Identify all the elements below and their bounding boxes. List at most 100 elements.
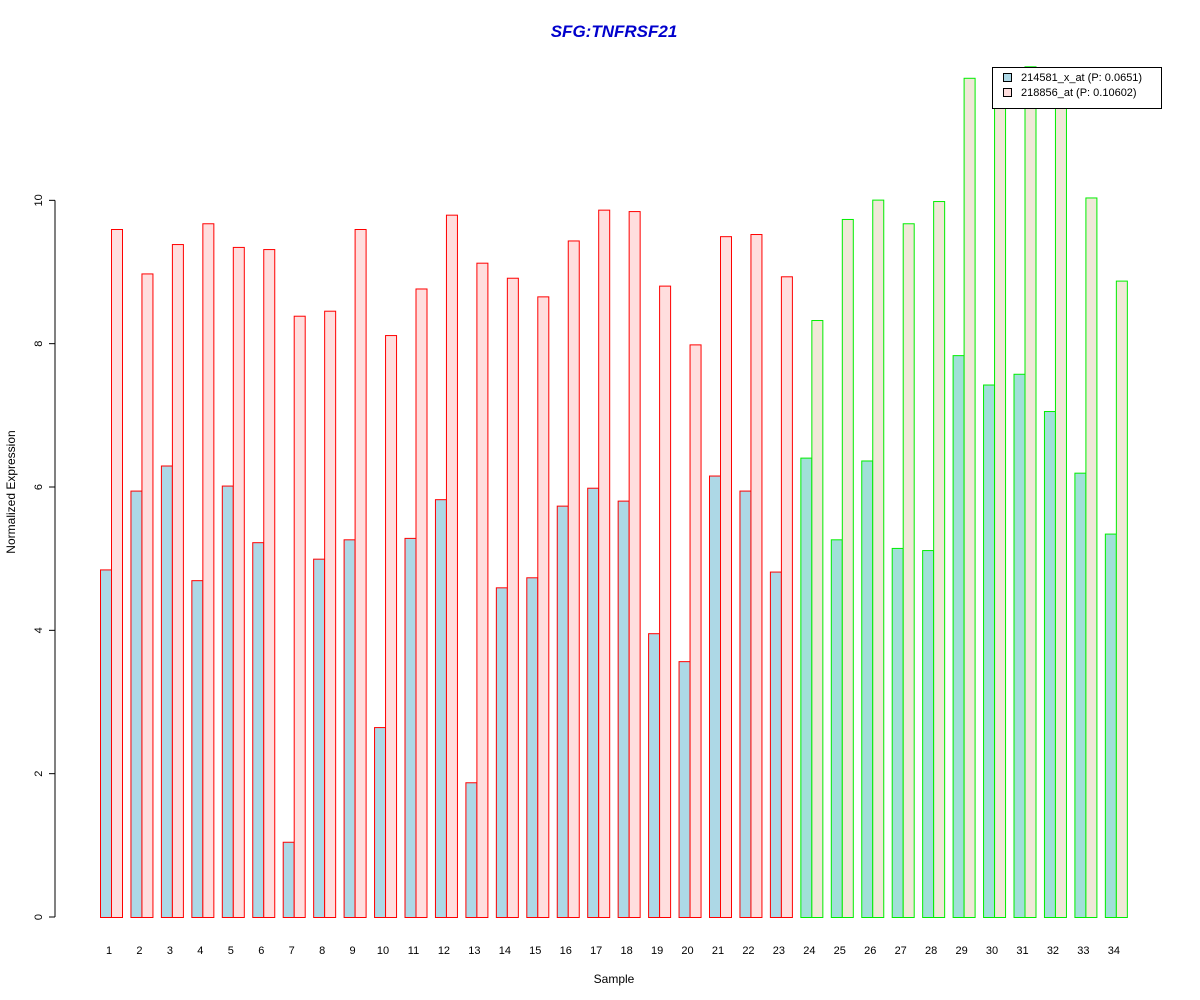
x-tick-label: 26 xyxy=(864,945,876,957)
legend-box xyxy=(992,67,1162,109)
bar-series-2 xyxy=(1085,197,1098,918)
bar-series-1 xyxy=(130,490,143,918)
bar-series-1 xyxy=(191,580,204,919)
legend-swatch xyxy=(1003,73,1012,82)
bar-series-1 xyxy=(343,539,356,918)
y-tick-label: 10 xyxy=(33,194,45,206)
x-tick-label: 14 xyxy=(499,945,511,957)
bar-series-2 xyxy=(689,344,702,918)
bar-series-1 xyxy=(313,558,326,919)
bar-series-1 xyxy=(556,505,569,918)
bar-series-2 xyxy=(567,240,580,918)
bar-series-2 xyxy=(385,335,398,919)
x-tick-label: 5 xyxy=(228,945,234,957)
bar-series-2 xyxy=(1024,66,1037,919)
x-tick-label: 20 xyxy=(681,945,693,957)
x-tick-label: 13 xyxy=(468,945,480,957)
x-tick-label: 27 xyxy=(895,945,907,957)
x-tick-label: 7 xyxy=(289,945,295,957)
bar-series-1 xyxy=(1104,533,1117,918)
bar-series-2 xyxy=(141,273,154,918)
bar-series-1 xyxy=(1013,373,1026,918)
bar-series-1 xyxy=(891,547,904,919)
legend-swatch xyxy=(1003,88,1012,97)
bar-series-1 xyxy=(282,841,295,918)
bar-series-2 xyxy=(628,211,641,919)
x-tick-label: 2 xyxy=(136,945,142,957)
bar-series-1 xyxy=(861,460,874,918)
x-tick-label: 32 xyxy=(1047,945,1059,957)
bar-series-2 xyxy=(445,214,458,918)
bar-series-2 xyxy=(811,320,824,918)
bar-series-1 xyxy=(769,571,782,918)
x-tick-label: 25 xyxy=(834,945,846,957)
bar-series-1 xyxy=(830,539,843,918)
legend: 214581_x_at (P: 0.0651) 218856_at (P: 0.1… xyxy=(992,67,1162,109)
bar-series-2 xyxy=(872,199,885,919)
bar-series-1 xyxy=(709,475,721,918)
x-tick-label: 28 xyxy=(925,945,937,957)
bar-series-1 xyxy=(800,457,813,918)
y-axis: 0 2 4 6 8 10 xyxy=(33,194,56,920)
bar-series-2 xyxy=(415,288,428,918)
bar-series-2 xyxy=(720,236,732,918)
bar-series-1 xyxy=(434,499,447,918)
chart-title: SFG:TNFRSF21 xyxy=(551,22,678,41)
bar-series-2 xyxy=(780,276,793,918)
x-tick-label: 3 xyxy=(167,945,173,957)
x-tick-label: 29 xyxy=(955,945,967,957)
bar-series-1 xyxy=(952,355,965,918)
x-tick-label: 19 xyxy=(651,945,663,957)
x-tick-label: 8 xyxy=(319,945,325,957)
bar-series-2 xyxy=(598,209,611,918)
y-tick-label: 8 xyxy=(33,341,45,347)
bar-series-1 xyxy=(678,661,691,919)
bar-series-2 xyxy=(994,72,1007,919)
bar-series-2 xyxy=(354,229,367,918)
x-tick-label: 10 xyxy=(377,945,389,957)
x-tick-label: 15 xyxy=(529,945,541,957)
bar-series-1 xyxy=(221,485,234,918)
bar-series-2 xyxy=(933,201,946,919)
x-tick-label: 23 xyxy=(773,945,785,957)
legend-label: 218856_at (P: 0.10602) xyxy=(1021,87,1137,99)
bar-series-1 xyxy=(587,487,600,918)
bar-series-2 xyxy=(293,315,306,918)
y-tick-label: 6 xyxy=(33,484,45,490)
x-tick-label: 22 xyxy=(742,945,754,957)
bar-series-1 xyxy=(983,384,996,918)
x-tick-label: 12 xyxy=(438,945,450,957)
x-tick-label: 34 xyxy=(1108,945,1120,957)
bar-series-1 xyxy=(617,500,630,918)
x-tick-label: 24 xyxy=(803,945,815,957)
bar-series-1 xyxy=(1043,411,1056,918)
bar-series-2 xyxy=(232,246,245,918)
bar-series-1 xyxy=(739,490,752,918)
bar-series-1 xyxy=(374,727,387,918)
x-tick-label: 16 xyxy=(560,945,572,957)
x-tick-label: 30 xyxy=(986,945,998,957)
bar-series-1 xyxy=(465,782,478,918)
bar-series-2 xyxy=(659,285,672,919)
x-axis-label: Sample xyxy=(594,972,635,986)
x-tick-label: 18 xyxy=(621,945,633,957)
bars xyxy=(100,66,1128,919)
x-tick-label: 33 xyxy=(1077,945,1089,957)
x-tick-label: 6 xyxy=(258,945,264,957)
x-tick-label: 21 xyxy=(712,945,724,957)
x-tick-label: 17 xyxy=(590,945,602,957)
bar-series-2 xyxy=(476,262,489,918)
bar-series-1 xyxy=(252,542,265,919)
bar-series-1 xyxy=(922,550,935,918)
bar-series-1 xyxy=(495,587,508,918)
bar-series-2 xyxy=(1054,107,1067,918)
bar-series-2 xyxy=(963,77,976,919)
bar-series-2 xyxy=(750,234,763,918)
bar-series-1 xyxy=(648,633,661,918)
bar-series-2 xyxy=(1115,280,1128,919)
bar-series-2 xyxy=(171,244,184,919)
bar-series-2 xyxy=(841,218,854,918)
bar-series-2 xyxy=(202,223,215,918)
x-axis-tick-labels: 1 2 3 4 5 6 7 8 9 10 11 12 13 14 15 16 17 18 19 20 21 22 23 24 2… xyxy=(106,945,1120,957)
